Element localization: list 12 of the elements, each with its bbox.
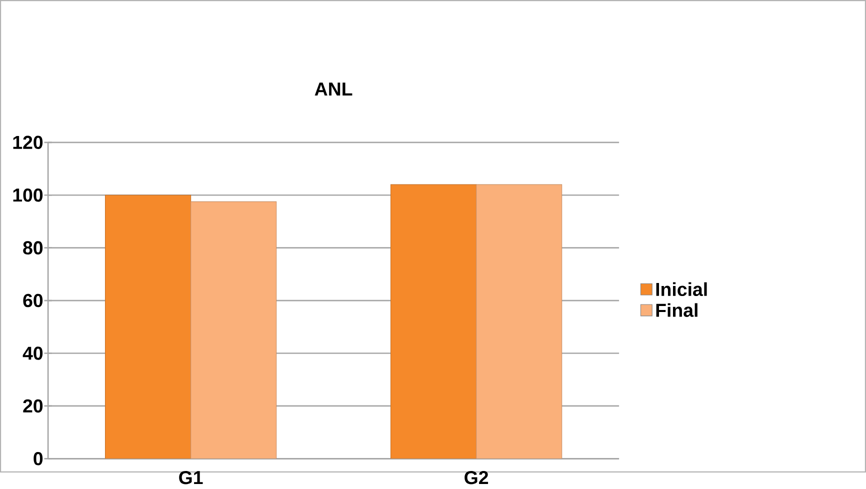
y-tick-label: 60 [23,294,43,308]
y-tick-label: 40 [22,346,43,360]
y-tick-label: 0 [34,452,43,466]
x-tick-label: G1 [179,471,203,484]
legend-label: Inicial [656,282,707,296]
y-tick-label: 20 [23,399,43,413]
legend-label: Final [656,303,698,318]
y-tick-label: 80 [23,241,43,255]
y-tick-label: 120 [13,136,43,150]
chart-title: ANL [314,82,352,96]
x-tick-label: G2 [464,471,488,484]
y-tick-label: 100 [13,188,43,202]
